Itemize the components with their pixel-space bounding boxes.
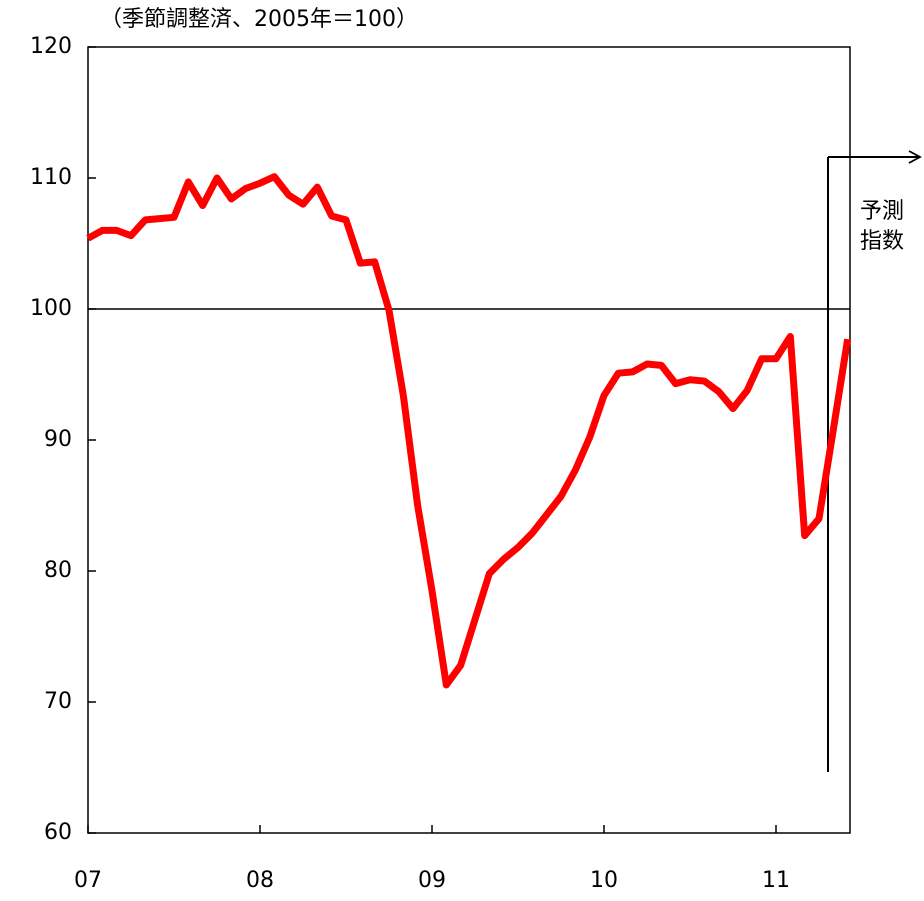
y-tick-label: 120 <box>30 34 72 59</box>
y-tick-label: 90 <box>44 427 72 452</box>
y-tick-label: 70 <box>44 689 72 714</box>
plot-frame <box>87 46 851 834</box>
data-line <box>86 173 852 689</box>
x-tick-label: 08 <box>246 868 274 893</box>
annotation-line: 予測 <box>860 199 904 224</box>
x-tick-label: 09 <box>418 868 446 893</box>
y-tick-label: 110 <box>30 165 72 190</box>
y-tick-label: 80 <box>44 558 72 583</box>
annotation-line: 指数 <box>860 229 904 254</box>
unit-label: （季節調整済、2005年＝100） <box>100 7 418 32</box>
x-tick-label: 07 <box>74 868 102 893</box>
x-tick-label: 10 <box>590 868 618 893</box>
y-tick-label: 60 <box>44 820 72 845</box>
x-tick-label: 11 <box>762 868 790 893</box>
y-tick-label: 100 <box>30 296 72 321</box>
